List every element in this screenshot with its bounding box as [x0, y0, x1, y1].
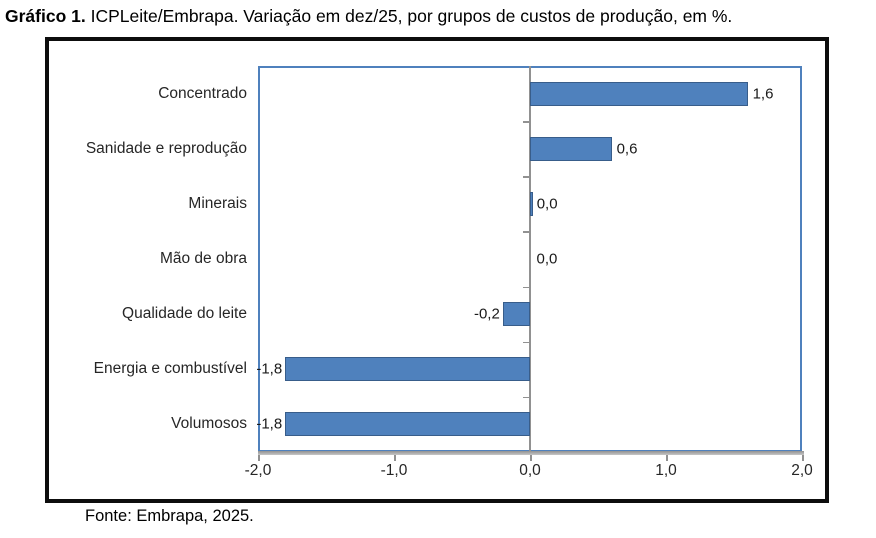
category-label: Volumosos: [171, 415, 247, 433]
chart-figure-box: Concentrado 1,6 Sanidade e reprodução 0,6 Mi…: [45, 37, 829, 503]
chart-caption-text: ICPLeite/Embrapa. Variação em dez/25, po…: [85, 6, 733, 26]
data-label: -1,8: [256, 360, 283, 378]
data-label: -1,8: [256, 415, 283, 433]
chart-caption-number: Gráfico 1.: [5, 6, 86, 26]
data-label: 0,6: [616, 140, 638, 158]
x-axis-line: [258, 451, 804, 455]
category-axis-tick: [523, 121, 530, 123]
bar: [285, 412, 530, 437]
x-axis-tick: [530, 455, 532, 461]
category-axis-tick: [523, 341, 530, 344]
x-axis-tick: [258, 455, 260, 461]
x-tick-label: 0,0: [519, 462, 541, 479]
category-label: Concentrado: [158, 84, 247, 102]
bar: [502, 302, 530, 327]
source-note: Fonte: Embrapa, 2025.: [85, 507, 254, 525]
bar: [530, 136, 612, 161]
category-axis-tick: [523, 396, 530, 399]
x-axis-tick: [666, 455, 668, 461]
category-label: Qualidade do leite: [122, 305, 247, 323]
category-axis-tick: [523, 176, 530, 178]
bar: [285, 357, 530, 382]
chart-caption: Gráfico 1. ICPLeite/Embrapa. Variação em…: [5, 3, 873, 29]
category-axis-tick: [523, 231, 530, 233]
category-axis-tick: [523, 286, 530, 289]
category-axis-line: [529, 66, 531, 452]
category-label: Minerais: [188, 194, 247, 212]
data-label: 0,0: [536, 250, 558, 268]
x-tick-label: 2,0: [791, 462, 813, 479]
data-label: 0,0: [536, 195, 558, 213]
x-tick-label: -2,0: [244, 462, 272, 479]
x-axis-tick: [802, 455, 804, 461]
data-label: -0,2: [473, 305, 500, 323]
x-tick-label: -1,0: [380, 462, 408, 479]
x-tick-label: 1,0: [655, 462, 677, 479]
x-axis-tick: [394, 455, 396, 461]
category-label: Mão de obra: [159, 250, 247, 267]
bar: [530, 191, 533, 216]
data-label: 1,6: [752, 85, 774, 103]
category-label: Sanidade e reprodução: [85, 139, 247, 157]
category-label: Energia e combustível: [93, 360, 247, 378]
bar: [530, 81, 748, 106]
